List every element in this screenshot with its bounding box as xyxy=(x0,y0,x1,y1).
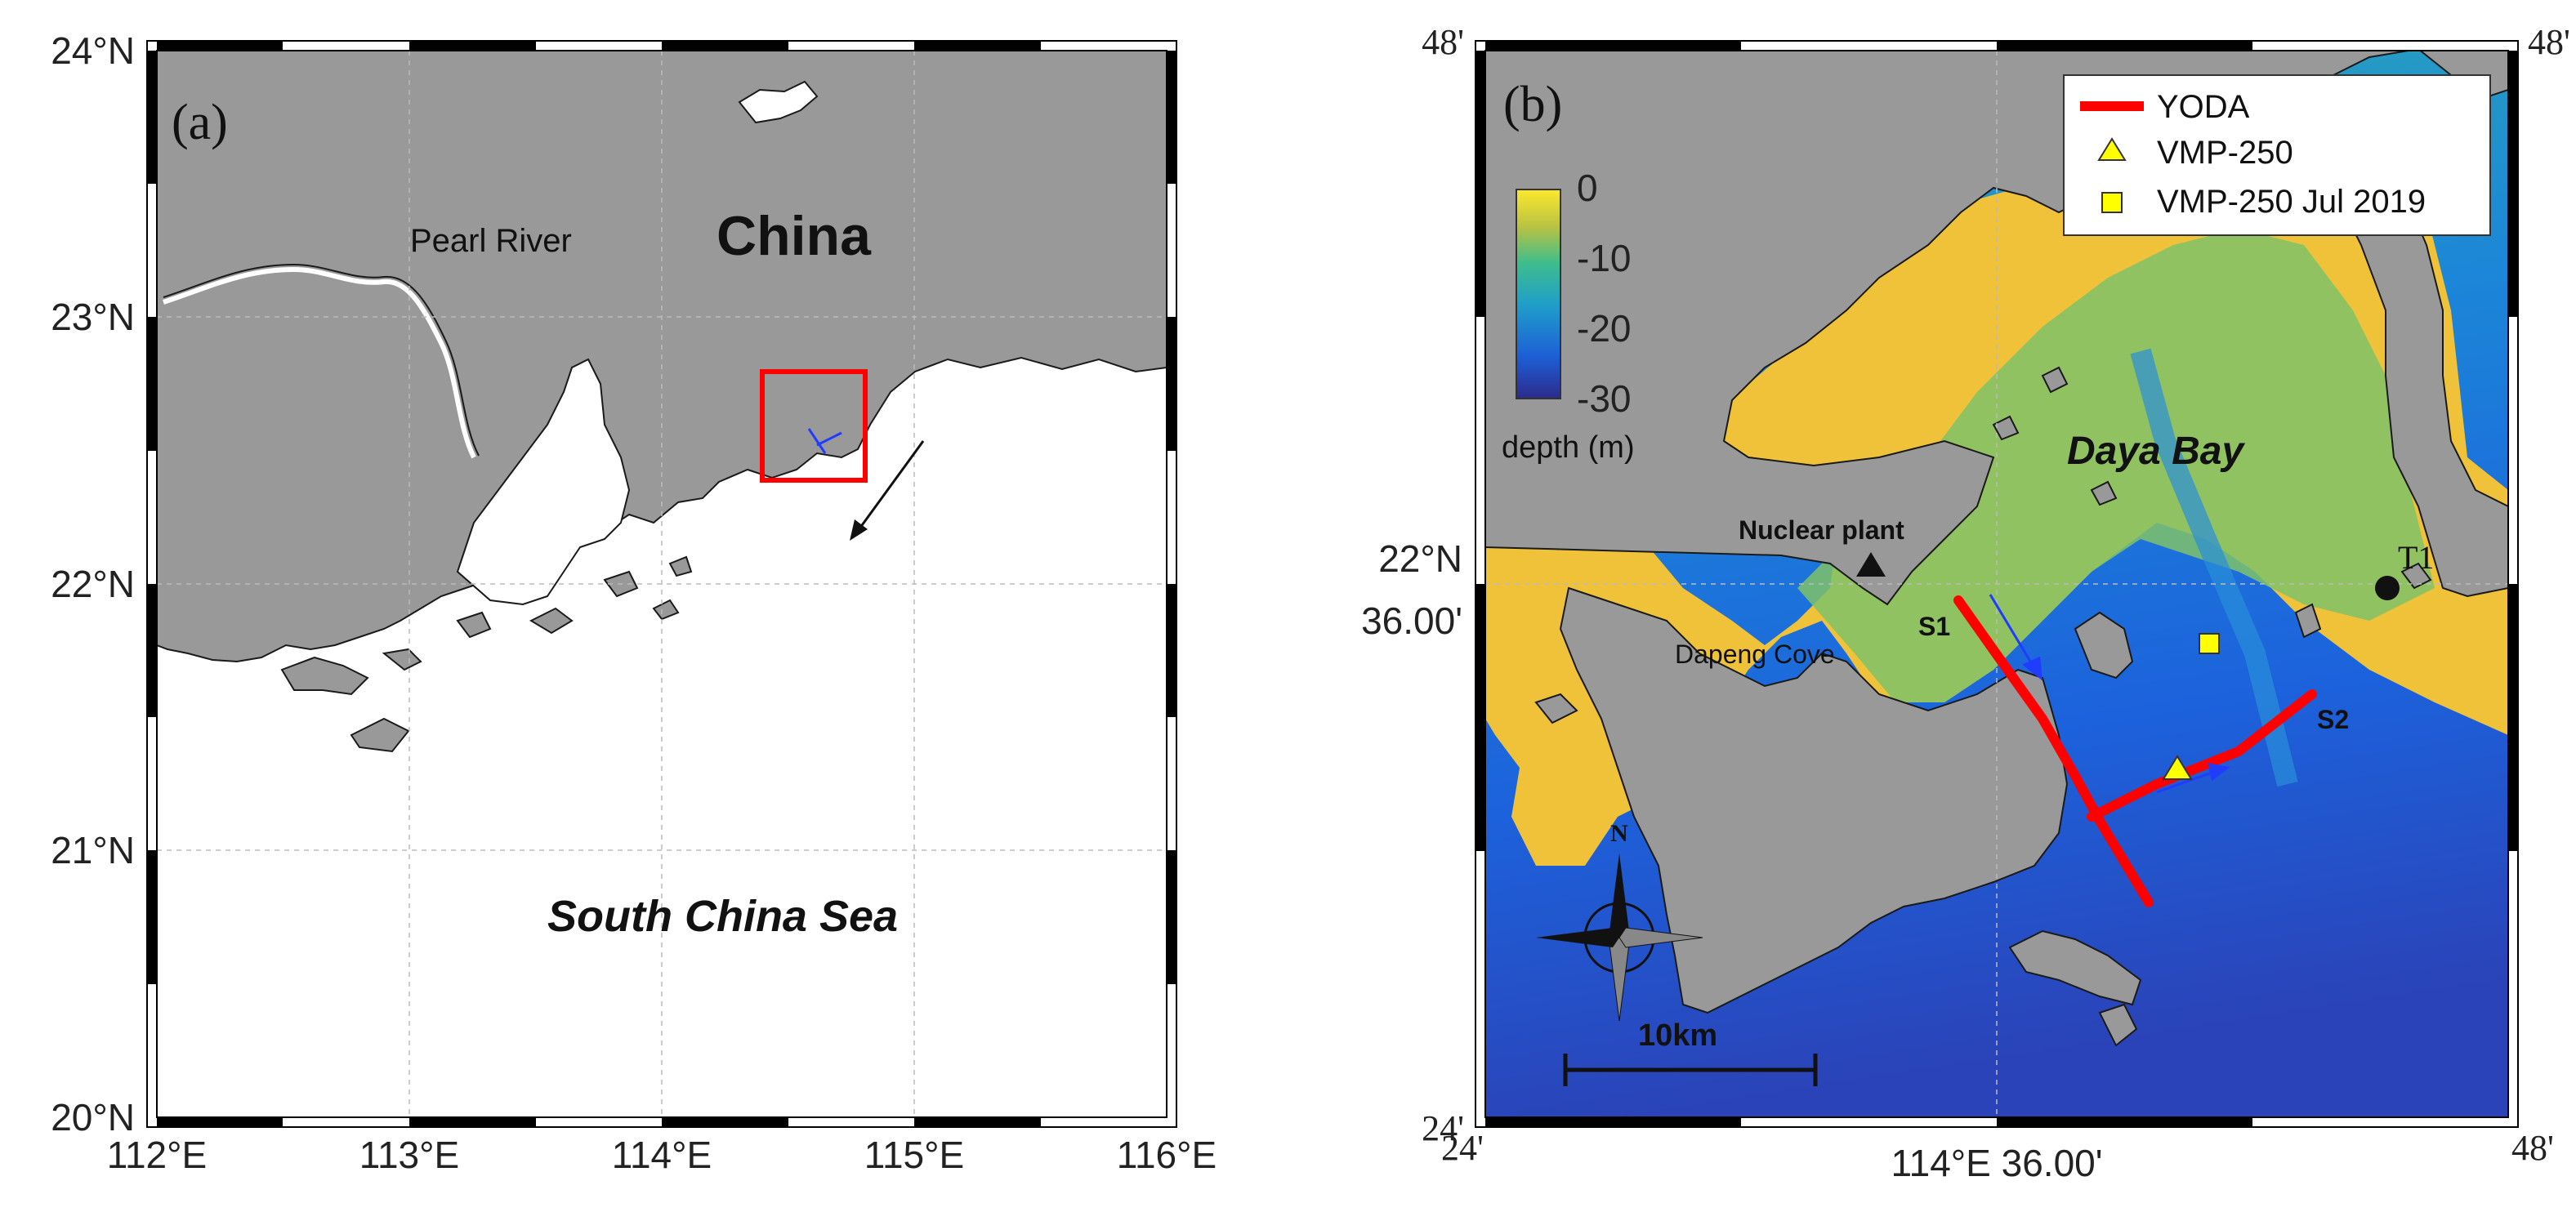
colorbar-tick: -20 xyxy=(1577,307,1631,350)
compass-north-label: N xyxy=(1610,820,1628,847)
x-tick: 114°E xyxy=(612,1134,712,1176)
panel-b-map: 0 -10 -20 -30 depth (m) YODA VMP-250 VMP… xyxy=(1361,22,2570,1184)
colorbar-tick: -10 xyxy=(1577,237,1631,279)
label-pearl-river: Pearl River xyxy=(410,223,572,259)
legend-label: YODA xyxy=(2157,89,2250,125)
pearl-river-estuary xyxy=(456,358,631,606)
pearl-river-line xyxy=(163,266,476,459)
legend-label: VMP-250 Jul 2019 xyxy=(2157,184,2426,220)
panel-b-frame xyxy=(1475,40,2519,1128)
panel-a-y-ticks: 24°N 23°N 22°N 21°N 20°N xyxy=(51,29,135,1139)
y-tick: 22°N xyxy=(51,563,135,605)
current-arrow xyxy=(850,440,925,541)
t1-marker xyxy=(2375,576,2400,600)
vmp250-jul-marker xyxy=(2199,633,2220,654)
panel-a-map: Pearl River China South China Sea (a) xyxy=(51,29,1217,1176)
legend-symbol-vmp-jul xyxy=(2101,192,2123,213)
label-nuclear-plant: Nuclear plant xyxy=(1739,515,1904,545)
x-tick: 115°E xyxy=(864,1134,964,1176)
section-s1 xyxy=(1953,595,2154,907)
panel-a-frame xyxy=(146,40,1177,1128)
colorbar-tick: 0 xyxy=(1577,167,1598,209)
y-tick: 22°N xyxy=(1378,537,1462,580)
label-china: China xyxy=(717,205,872,267)
yoda-sections xyxy=(1953,595,2317,907)
x-tick: 113°E xyxy=(359,1134,459,1176)
section-s2 xyxy=(2087,689,2317,822)
label-daya-bay: Daya Bay xyxy=(2067,430,2245,473)
y-tick: 48' xyxy=(2528,22,2570,62)
label-t1: T1 xyxy=(2398,539,2434,576)
y-tick: 20°N xyxy=(51,1096,135,1139)
y-tick: 24°N xyxy=(51,29,135,72)
legend-symbol-vmp xyxy=(2097,137,2127,161)
x-tick: 116°E xyxy=(1117,1134,1217,1176)
x-tick: 112°E xyxy=(107,1134,207,1176)
y-tick: 23°N xyxy=(51,296,135,338)
scale-label: 10km xyxy=(1638,1018,1717,1053)
study-sections-small xyxy=(807,428,842,454)
flow-arrows xyxy=(1989,594,2230,794)
label-south-china-sea: South China Sea xyxy=(547,892,898,941)
map-legend: YODA VMP-250 VMP-250 Jul 2019 xyxy=(2063,74,2491,236)
panel-a-x-ticks: 112°E 113°E 114°E 115°E 116°E xyxy=(107,1134,1217,1176)
inland-lake xyxy=(738,80,819,124)
study-area-box xyxy=(760,369,868,483)
panel-b-label: (b) xyxy=(1503,77,1562,132)
panel-a-grid xyxy=(157,51,1167,1117)
depth-colorbar: 0 -10 -20 -30 depth (m) xyxy=(1502,167,1635,465)
y-tick: 36.00' xyxy=(1361,599,1462,642)
y-tick: 48' xyxy=(1422,22,1464,62)
panel-b-grid xyxy=(1485,51,2508,1117)
nuclear-plant-marker xyxy=(1856,552,1886,577)
x-tick: 114°E 36.00' xyxy=(1891,1142,2102,1184)
x-tick: 48' xyxy=(2511,1128,2554,1168)
colorbar-title: depth (m) xyxy=(1502,430,1635,465)
legend-label: VMP-250 xyxy=(2157,135,2293,171)
deep-channel xyxy=(2130,348,2298,787)
panel-a-islands xyxy=(280,555,693,753)
scale-bar: 10km xyxy=(1563,1018,1818,1086)
label-s1: S1 xyxy=(1918,612,1950,641)
panel-b-islands xyxy=(1534,366,2432,1047)
colorbar-tick: -30 xyxy=(1577,377,1631,420)
y-tick: 24' xyxy=(1422,1108,1464,1148)
panel-b-ticks: 48' 48' 22°N 36.00' 24' 24' 114°E 36.00'… xyxy=(1361,22,2570,1184)
panel-b-land-peninsula xyxy=(1559,586,2069,1014)
colorbar-gradient xyxy=(1516,189,1561,399)
x-tick: 24' xyxy=(1441,1128,1484,1168)
label-s2: S2 xyxy=(2317,705,2349,734)
vmp250-marker xyxy=(2162,755,2193,780)
label-dapeng-cove: Dapeng Cove xyxy=(1675,639,1835,669)
panel-a-label: (a) xyxy=(172,95,228,150)
y-tick: 21°N xyxy=(51,829,135,871)
compass-rose: N xyxy=(1536,820,1703,1022)
